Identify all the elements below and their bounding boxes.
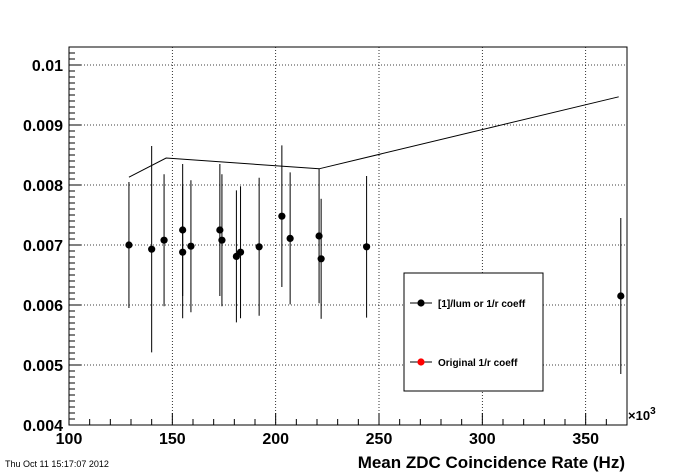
data-point (278, 212, 286, 220)
y-tick-label: 0.005 (23, 358, 63, 375)
data-point (187, 242, 195, 250)
data-point (218, 236, 226, 244)
series-original-line (128, 96, 619, 178)
legend-label-1: [1]/lum or 1/r coeff (438, 299, 526, 310)
data-point (363, 243, 371, 251)
x-tick-label: 250 (366, 431, 393, 448)
data-point (125, 241, 133, 249)
x-tick-label: 350 (572, 431, 599, 448)
y-tick-label: 0.004 (23, 418, 63, 435)
data-point (255, 243, 263, 251)
data-point (317, 255, 325, 263)
legend-marker-1 (417, 299, 425, 307)
y-tick-label: 0.009 (23, 118, 63, 135)
legend-marker-2 (417, 358, 425, 366)
plot-frame (68, 46, 628, 426)
legend-label-2: Original 1/r coeff (438, 358, 518, 369)
x-tick-label: 200 (262, 431, 289, 448)
legend-box (403, 272, 544, 392)
x-axis-multiplier-exponent: 3 (650, 406, 656, 417)
data-point (160, 236, 168, 244)
data-point (617, 292, 625, 300)
data-point (286, 234, 294, 242)
timestamp-label: Thu Oct 11 15:17:07 2012 (5, 459, 109, 469)
x-tick-label: 100 (56, 431, 83, 448)
x-tick-label: 150 (159, 431, 186, 448)
y-tick-label: 0.008 (23, 178, 63, 195)
data-point (179, 248, 187, 256)
x-axis-multiplier: ×103 (628, 406, 656, 423)
y-tick-label: 0.01 (32, 58, 63, 75)
data-point (148, 245, 156, 253)
series-points (125, 145, 625, 374)
axis-ticks: 100 150 200 250 300 350 0.004 0.005 0.006 0.007 0.… (23, 46, 628, 448)
y-tick-label: 0.007 (23, 238, 63, 255)
x-tick-label: 300 (469, 431, 496, 448)
legend: [1]/lum or 1/r coeff Original 1/r coeff (403, 272, 544, 392)
x-axis-title: Mean ZDC Coincidence Rate (Hz) (358, 453, 625, 472)
data-point (236, 248, 245, 256)
x-axis-multiplier-base: ×10 (628, 408, 650, 423)
y-tick-label: 0.006 (23, 298, 63, 315)
original-coeff-line (128, 96, 619, 178)
